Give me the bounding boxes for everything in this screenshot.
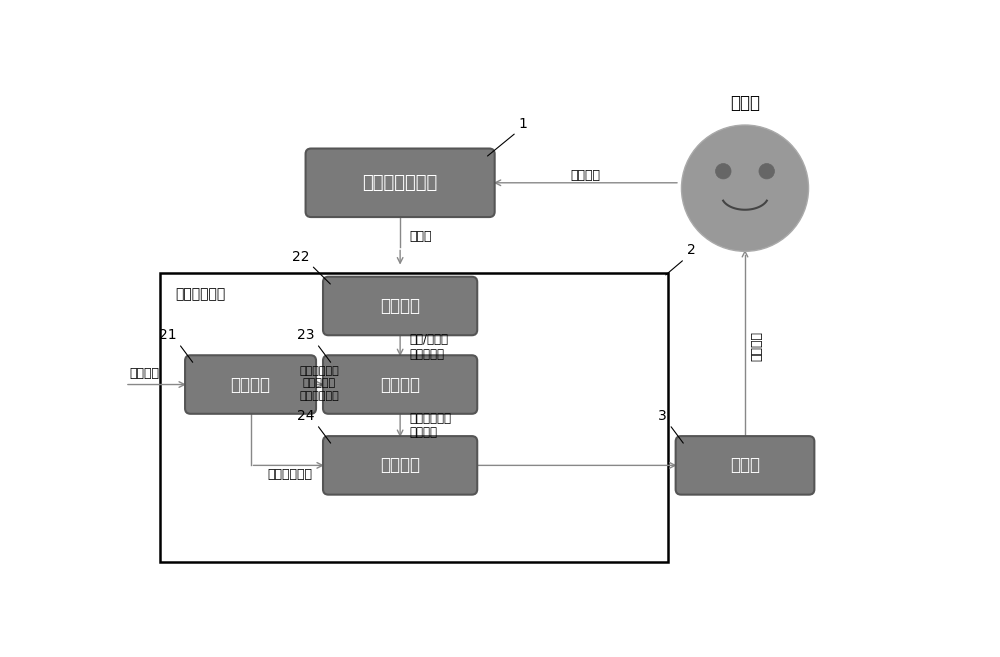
Text: 反馈模块: 反馈模块 [380, 457, 420, 474]
Text: 采集模块: 采集模块 [380, 297, 420, 315]
Text: 解码模块: 解码模块 [380, 376, 420, 394]
Text: 中央处理单元: 中央处理单元 [175, 286, 226, 301]
Text: 实验进行状态: 实验进行状态 [267, 468, 312, 481]
Text: 实验进行状态: 实验进行状态 [300, 391, 339, 401]
Text: 氧合/脱氧血: 氧合/脱氧血 [409, 332, 448, 346]
Text: 受训者: 受训者 [730, 95, 760, 112]
FancyBboxPatch shape [323, 436, 477, 495]
Text: 任务信息: 任务信息 [129, 367, 159, 380]
FancyBboxPatch shape [323, 277, 477, 335]
Text: 22: 22 [292, 250, 309, 263]
Circle shape [716, 164, 731, 179]
Text: 显示器: 显示器 [730, 457, 760, 474]
Text: 定位信息、: 定位信息、 [303, 378, 336, 388]
Text: 1: 1 [519, 117, 528, 131]
Circle shape [759, 164, 774, 179]
Bar [160, 273, 668, 562]
Text: 比特流: 比特流 [409, 230, 432, 243]
Text: 24: 24 [297, 409, 314, 423]
Text: 23: 23 [297, 328, 314, 342]
Text: 红蛋白浓度: 红蛋白浓度 [409, 348, 444, 361]
FancyBboxPatch shape [306, 148, 495, 217]
FancyBboxPatch shape [676, 436, 814, 495]
Text: 光学脑成像设备: 光学脑成像设备 [362, 174, 438, 192]
Text: 21: 21 [159, 328, 177, 342]
FancyBboxPatch shape [185, 355, 316, 414]
Text: 2: 2 [687, 244, 696, 258]
Text: 神经活动: 神经活动 [409, 426, 437, 439]
Text: 特定功能区域: 特定功能区域 [409, 413, 451, 425]
FancyBboxPatch shape [323, 355, 477, 414]
Text: 神经活动: 神经活动 [570, 169, 600, 181]
Text: 视觉反馈: 视觉反馈 [750, 331, 763, 361]
Text: 任务模块: 任务模块 [231, 376, 271, 394]
Circle shape [681, 125, 809, 252]
Text: 3: 3 [658, 409, 667, 423]
Text: 特定功能区域: 特定功能区域 [300, 366, 339, 376]
